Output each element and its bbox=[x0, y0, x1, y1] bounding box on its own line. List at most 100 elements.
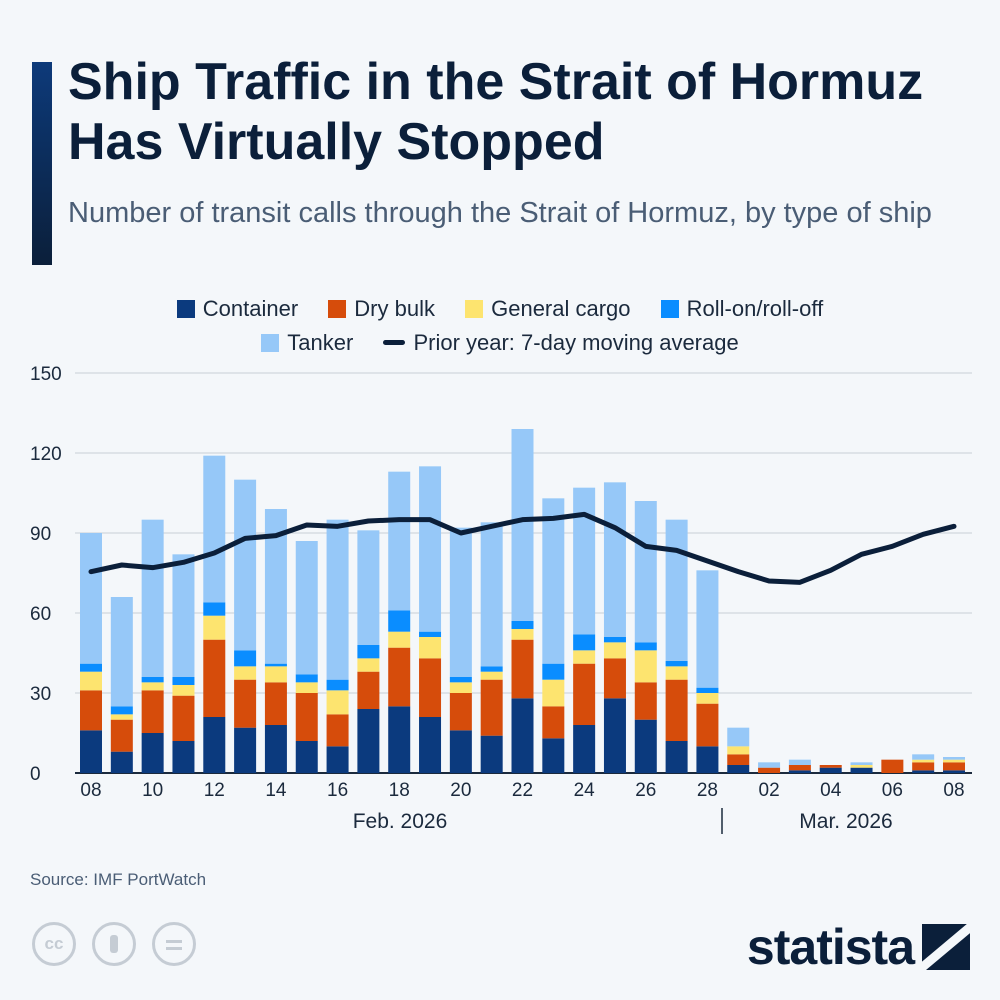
bar-general-cargo bbox=[234, 666, 257, 680]
bar-tanker bbox=[912, 754, 935, 760]
bar-container bbox=[819, 767, 842, 773]
bar-container bbox=[573, 725, 596, 773]
bar-container bbox=[480, 735, 503, 773]
attribution-icon bbox=[92, 922, 136, 966]
bar-tanker bbox=[788, 759, 811, 765]
y-tick-label: 30 bbox=[30, 684, 51, 705]
y-tick-label: 120 bbox=[30, 444, 62, 465]
bar-container bbox=[295, 741, 318, 773]
bar-roll-on-roll-off bbox=[480, 666, 503, 672]
x-tick-label: 28 bbox=[697, 780, 718, 801]
bar-container bbox=[727, 765, 750, 773]
bar-container bbox=[943, 770, 965, 773]
bar-roll-on-roll-off bbox=[326, 679, 349, 691]
bar-container bbox=[634, 719, 657, 773]
bar-general-cargo bbox=[357, 658, 380, 672]
bar-tanker bbox=[449, 527, 472, 677]
bar-roll-on-roll-off bbox=[357, 645, 380, 659]
bar-roll-on-roll-off bbox=[419, 631, 442, 637]
bar-dry-bulk bbox=[665, 679, 688, 741]
x-tick-label: 12 bbox=[204, 780, 225, 801]
bar-tanker bbox=[727, 727, 750, 747]
bar-roll-on-roll-off bbox=[634, 642, 657, 651]
x-tick-label: 08 bbox=[80, 780, 101, 801]
legend-container: Container bbox=[176, 296, 298, 322]
bar-dry-bulk bbox=[573, 663, 596, 725]
x-tick-label: 04 bbox=[820, 780, 842, 801]
bar-general-cargo bbox=[172, 685, 195, 696]
bar-tanker bbox=[110, 597, 133, 707]
bar-roll-on-roll-off bbox=[80, 663, 102, 672]
x-tick-label: 22 bbox=[512, 780, 533, 801]
legend-tanker: Tanker bbox=[261, 330, 353, 356]
bar-dry-bulk bbox=[80, 690, 102, 731]
bar-roll-on-roll-off bbox=[141, 677, 164, 683]
bar-roll-on-roll-off bbox=[449, 677, 472, 683]
bar-tanker bbox=[419, 466, 442, 632]
bar-roll-on-roll-off bbox=[203, 602, 226, 616]
source-note: Source: IMF PortWatch bbox=[30, 870, 207, 889]
legend-row-2: Tanker Prior year: 7-day moving average bbox=[0, 329, 1000, 356]
bar-general-cargo bbox=[80, 671, 102, 691]
bar-roll-on-roll-off bbox=[603, 637, 626, 643]
bar-tanker bbox=[480, 522, 503, 667]
bar-container bbox=[696, 746, 719, 773]
bar-general-cargo bbox=[264, 666, 287, 683]
bar-container bbox=[850, 767, 873, 773]
bar-tanker bbox=[234, 479, 257, 651]
bar-dry-bulk bbox=[696, 703, 719, 747]
bar-roll-on-roll-off bbox=[172, 677, 195, 685]
bar-general-cargo bbox=[727, 746, 750, 755]
bar-tanker bbox=[696, 570, 719, 688]
bar-container bbox=[172, 741, 195, 773]
y-tick-label: 0 bbox=[30, 764, 41, 785]
legend-dry-bulk: Dry bulk bbox=[328, 296, 435, 322]
bar-container bbox=[603, 698, 626, 773]
bar-general-cargo bbox=[511, 629, 534, 640]
bar-general-cargo bbox=[449, 682, 472, 693]
no-derivatives-icon bbox=[152, 922, 196, 966]
bar-dry-bulk bbox=[788, 765, 811, 771]
bar-dry-bulk bbox=[357, 671, 380, 709]
bar-dry-bulk bbox=[449, 693, 472, 731]
bar-roll-on-roll-off bbox=[110, 706, 133, 715]
bar-container bbox=[419, 717, 442, 773]
bar-container bbox=[665, 741, 688, 773]
bar-dry-bulk bbox=[943, 762, 965, 771]
y-tick-label: 90 bbox=[30, 524, 51, 545]
bar-roll-on-roll-off bbox=[511, 621, 534, 629]
bar-dry-bulk bbox=[264, 682, 287, 725]
bar-dry-bulk bbox=[203, 639, 226, 717]
bar-dry-bulk bbox=[727, 754, 750, 765]
bar-dry-bulk bbox=[634, 682, 657, 720]
y-tick-label: 150 bbox=[30, 364, 62, 385]
x-tick-label: 10 bbox=[142, 780, 163, 801]
chart-title: Ship Traffic in the Strait of Hormuz Has… bbox=[68, 53, 924, 171]
bar-general-cargo bbox=[542, 679, 565, 707]
bar-tanker bbox=[264, 509, 287, 664]
prior-year-line bbox=[88, 511, 957, 585]
bar-container bbox=[80, 730, 102, 773]
bar-container bbox=[357, 709, 380, 773]
legend-general-cargo: General cargo bbox=[465, 296, 631, 322]
bar-dry-bulk bbox=[511, 639, 534, 699]
bar-container bbox=[264, 725, 287, 773]
bar-roll-on-roll-off bbox=[542, 663, 565, 680]
bar-tanker bbox=[511, 429, 534, 621]
bar-dry-bulk bbox=[603, 658, 626, 699]
bar-general-cargo bbox=[388, 631, 411, 648]
statista-logo: statista bbox=[747, 918, 970, 976]
bar-tanker bbox=[542, 498, 565, 664]
bar-tanker bbox=[388, 471, 411, 611]
bar-dry-bulk bbox=[172, 695, 195, 741]
bar-general-cargo bbox=[110, 714, 133, 720]
bar-dry-bulk bbox=[419, 658, 442, 717]
x-tick-label: 14 bbox=[265, 780, 287, 801]
bar-dry-bulk bbox=[234, 679, 257, 728]
bar-roll-on-roll-off bbox=[573, 634, 596, 651]
bar-tanker bbox=[603, 482, 626, 637]
x-tick-label: 24 bbox=[574, 780, 596, 801]
bar-tanker bbox=[172, 554, 195, 677]
bar-container bbox=[788, 770, 811, 773]
bar-roll-on-roll-off bbox=[264, 663, 287, 667]
